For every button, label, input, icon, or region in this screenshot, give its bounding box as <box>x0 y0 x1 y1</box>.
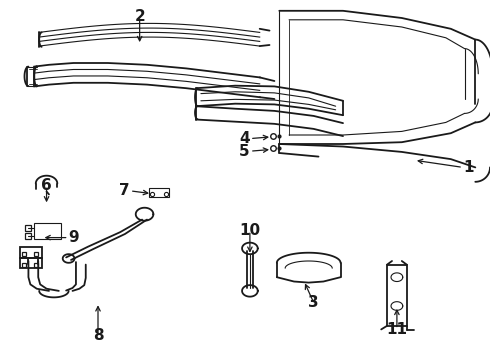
Text: 9: 9 <box>69 230 79 245</box>
Text: 8: 8 <box>93 328 103 343</box>
Text: 3: 3 <box>308 295 319 310</box>
Text: 4: 4 <box>239 131 250 146</box>
Text: 7: 7 <box>119 183 130 198</box>
Text: 1: 1 <box>463 160 473 175</box>
Text: 10: 10 <box>239 223 261 238</box>
Text: 11: 11 <box>387 322 407 337</box>
Text: 6: 6 <box>41 178 52 193</box>
Text: 5: 5 <box>239 144 250 159</box>
Text: 2: 2 <box>134 9 145 24</box>
